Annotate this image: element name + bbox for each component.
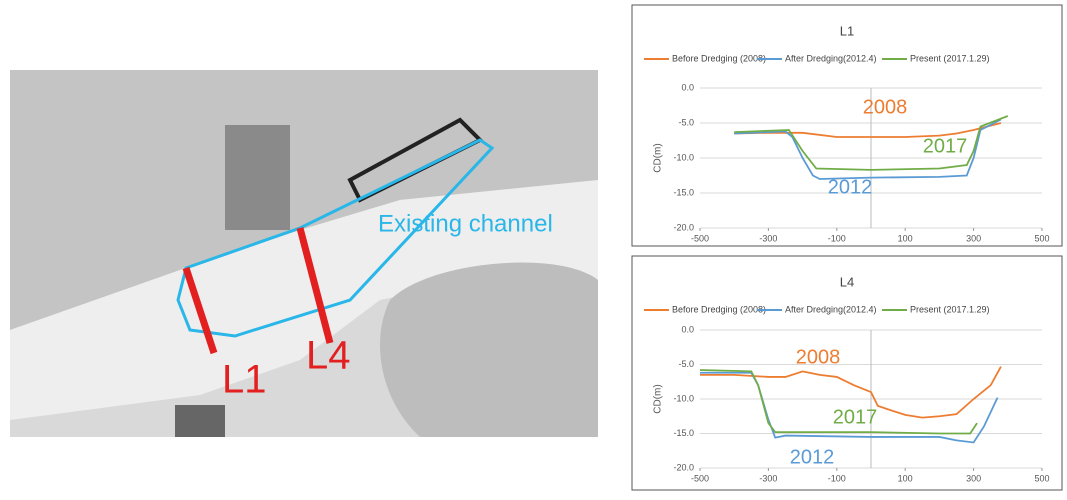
- chart-title: L1: [840, 23, 854, 38]
- y-axis-label: CD(m): [653, 143, 664, 172]
- annotation: 2008: [863, 96, 908, 118]
- legend-label: Present (2017.1.29): [910, 304, 990, 314]
- annotation: 2012: [828, 176, 873, 198]
- x-tick-label: -100: [828, 473, 846, 483]
- legend-label: Present (2017.1.29): [910, 53, 990, 63]
- channel-label: Existing channel: [378, 210, 553, 237]
- x-tick-label: -100: [828, 233, 846, 243]
- x-tick-label: 500: [1034, 473, 1049, 483]
- y-tick-label: -15.0: [673, 428, 694, 438]
- annotation: 2017: [833, 406, 878, 428]
- y-tick-label: -10.0: [673, 393, 694, 403]
- x-tick-label: 300: [966, 233, 981, 243]
- y-tick-label: -20.0: [673, 222, 694, 232]
- y-tick-label: -5.0: [678, 359, 694, 369]
- shoal: [380, 263, 598, 437]
- annotation: 2017: [923, 135, 968, 157]
- x-tick-label: 500: [1034, 233, 1049, 243]
- y-tick-label: 0.0: [681, 324, 694, 334]
- map: Existing channel L1 L4: [10, 70, 598, 437]
- legend-label: Before Dredging (2008): [672, 53, 766, 63]
- y-tick-label: -5.0: [678, 117, 694, 127]
- x-tick-label: -300: [759, 233, 777, 243]
- chart: L4 Before Dredging (2008) After Dredging(2…: [632, 256, 1062, 490]
- x-tick-label: -500: [691, 473, 709, 483]
- y-tick-label: -10.0: [673, 152, 694, 162]
- chart-title: L4: [840, 274, 854, 289]
- legend-label: After Dredging(2012.4): [785, 304, 877, 314]
- page: Existing channel L1 L4 L1 Before Dredging…: [0, 0, 1067, 495]
- section-label: L1: [222, 358, 267, 402]
- legend-label: After Dredging(2012.4): [785, 53, 877, 63]
- annotation: 2008: [796, 346, 841, 368]
- chart: L1 Before Dredging (2008) After Dredging(2…: [632, 5, 1062, 246]
- figure: Existing channel L1 L4 L1 Before Dredging…: [0, 0, 1067, 495]
- annotation: 2012: [790, 446, 835, 468]
- legend-label: Before Dredging (2008): [672, 304, 766, 314]
- y-tick-label: -20.0: [673, 462, 694, 472]
- building: [175, 405, 225, 437]
- y-tick-label: 0.0: [681, 82, 694, 92]
- chart-frame: [632, 5, 1062, 246]
- x-tick-label: 300: [966, 473, 981, 483]
- x-tick-label: -500: [691, 233, 709, 243]
- x-tick-label: 100: [898, 473, 913, 483]
- pier: [225, 125, 290, 230]
- section-label: L4: [306, 334, 351, 378]
- y-tick-label: -15.0: [673, 187, 694, 197]
- x-tick-label: -300: [759, 473, 777, 483]
- y-axis-label: CD(m): [653, 384, 664, 413]
- x-tick-label: 100: [898, 233, 913, 243]
